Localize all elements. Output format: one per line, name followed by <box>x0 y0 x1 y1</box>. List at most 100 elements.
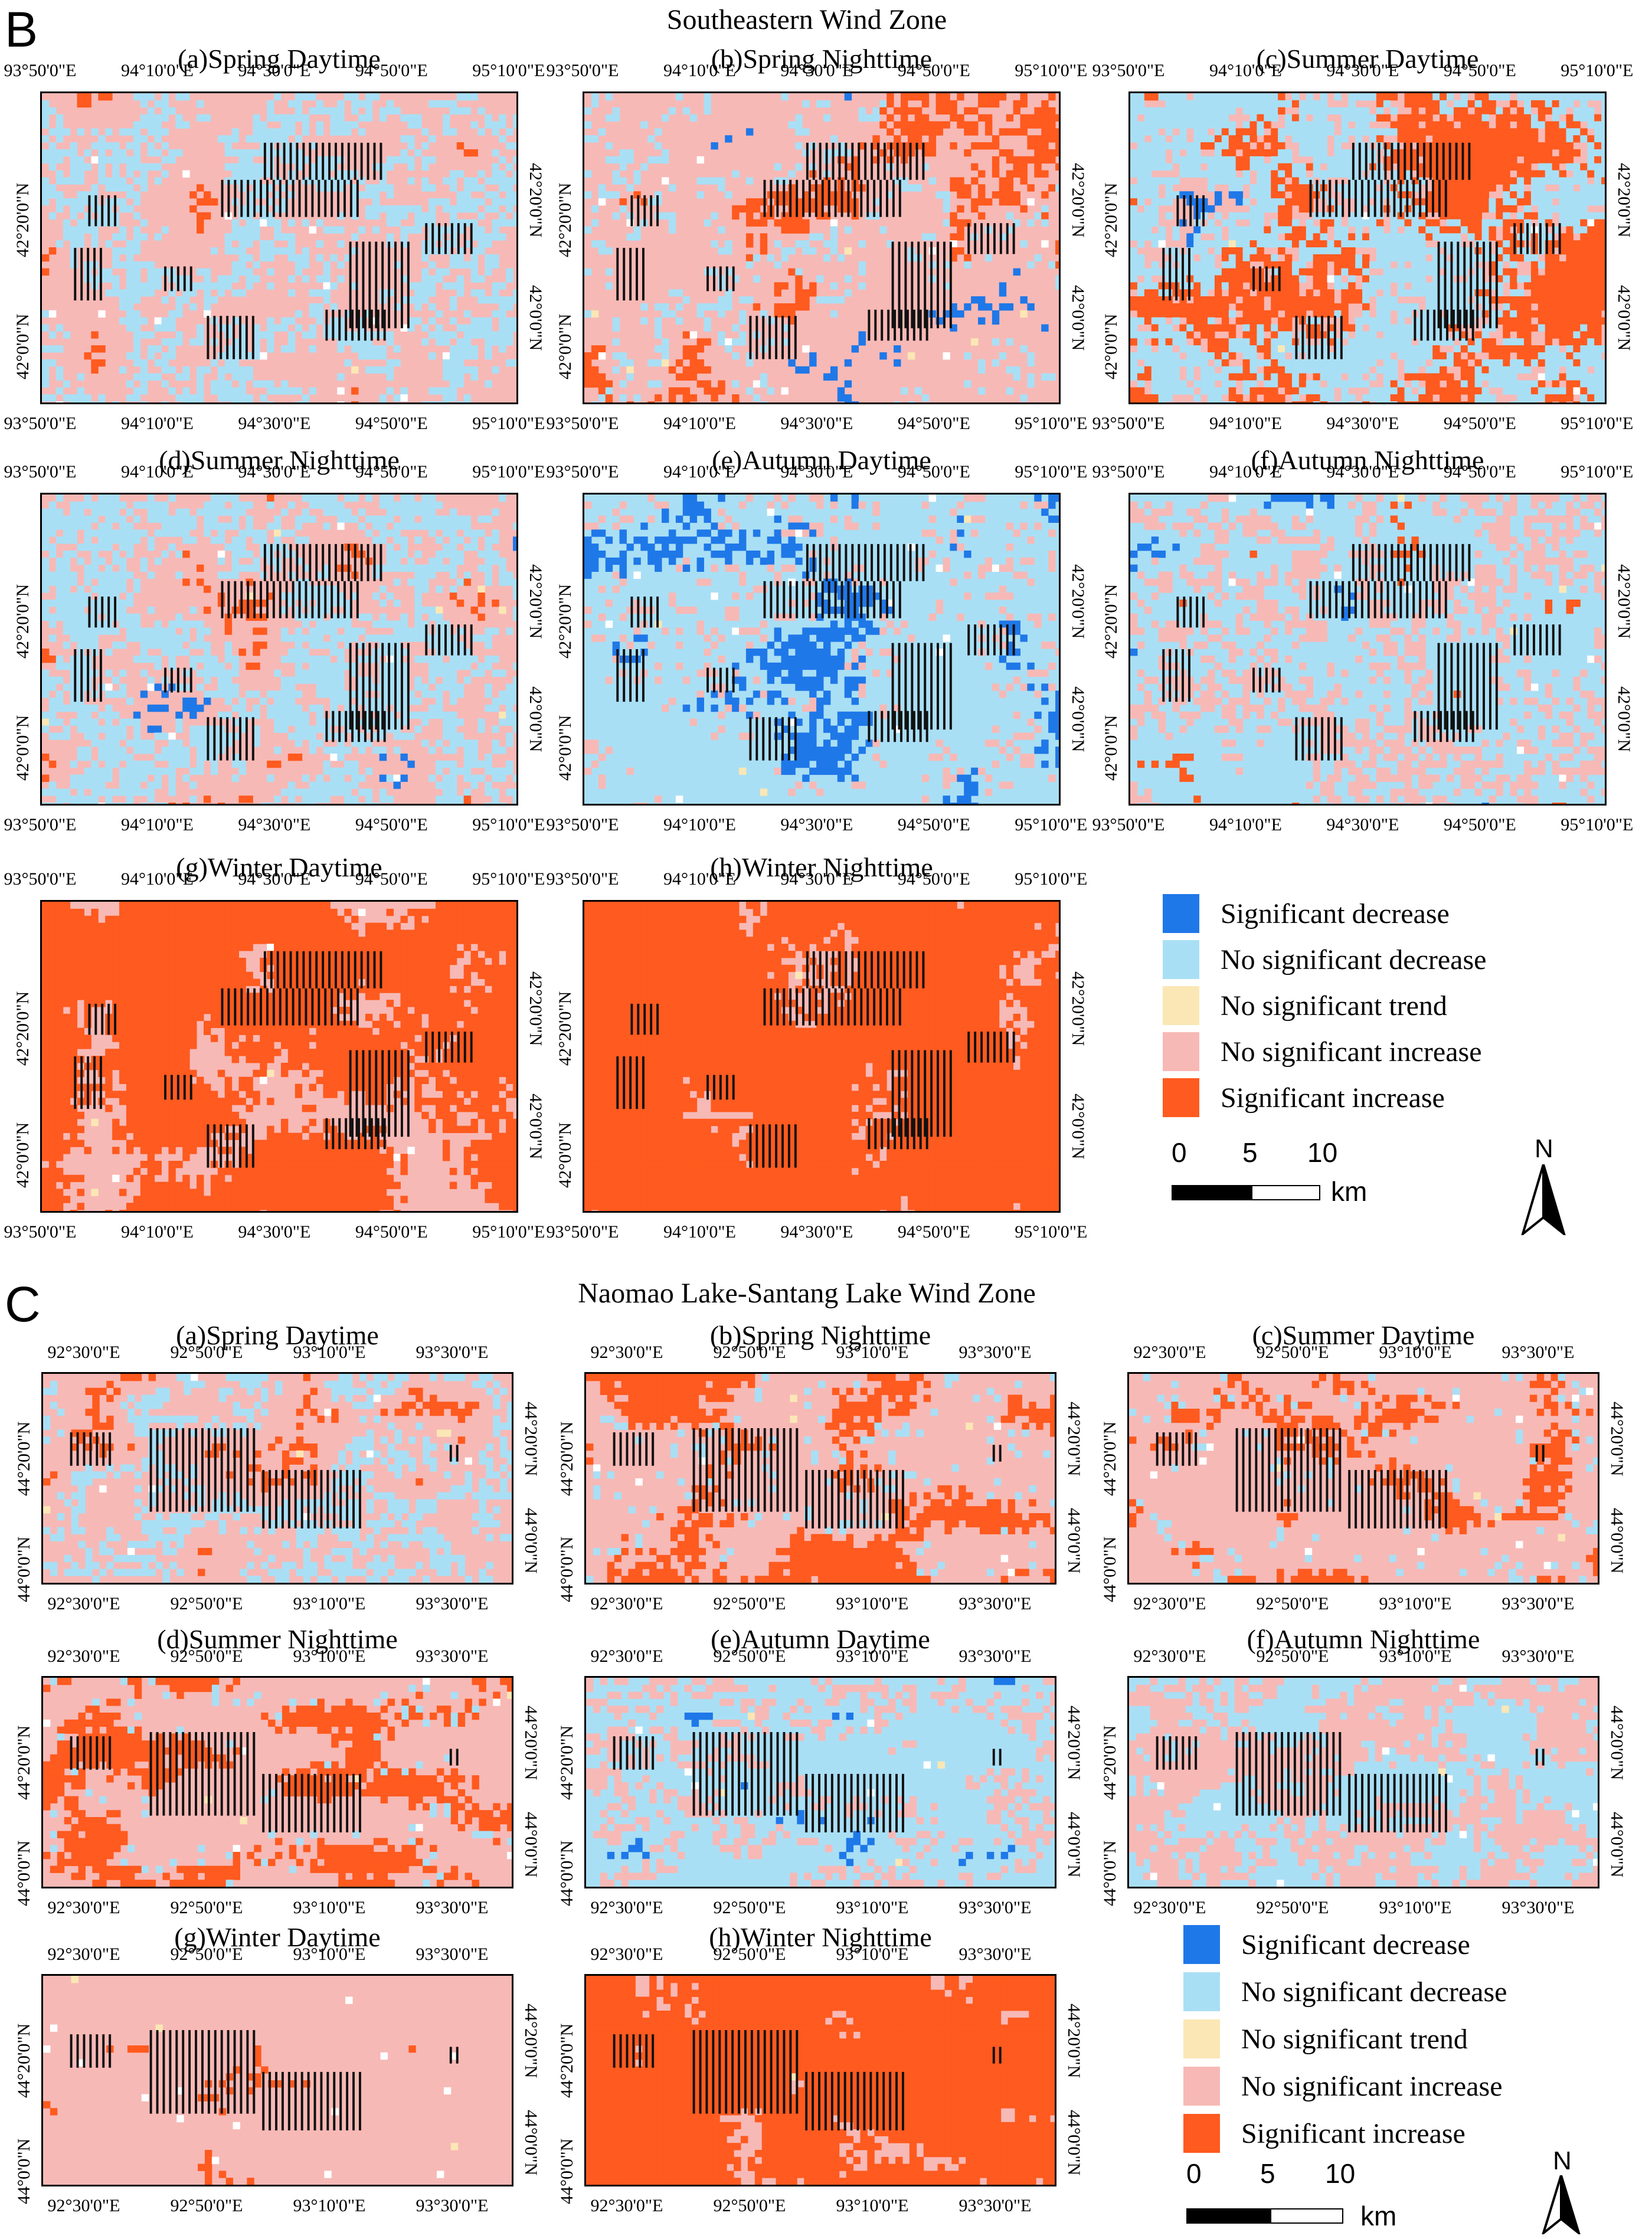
raster-cells <box>1130 495 1605 804</box>
longitude-label-bottom: 94°50'0"E <box>1432 415 1527 433</box>
map-frame <box>1127 1372 1599 1585</box>
longitude-label-bottom: 93°30'0"E <box>1491 1595 1585 1613</box>
panel-title: (f)Autumn Nighttime <box>1190 447 1545 474</box>
longitude-label-bottom: 95°10'0"E <box>462 415 556 433</box>
trend-raster <box>584 902 1059 1211</box>
legend-label: No significant trend <box>1221 990 1447 1022</box>
legend-item-significant-decrease: Significant decrease <box>1163 894 1450 933</box>
panel-title: (h)Winter Nighttime <box>643 1924 997 1951</box>
map-frame <box>583 493 1061 806</box>
longitude-label-bottom: 94°10'0"E <box>652 1223 747 1241</box>
wind-turbine-rows <box>1156 1732 1545 1832</box>
longitude-label-top: 94°50'0"E <box>344 870 439 888</box>
panel-title: (a)Spring Daytime <box>100 1322 454 1349</box>
longitude-label-bottom: 93°30'0"E <box>405 1595 499 1613</box>
legend-swatch <box>1183 1972 1220 2011</box>
longitude-label-top: 94°50'0"E <box>1432 62 1527 80</box>
latitude-label-left: 42°20'0"N <box>1101 584 1121 659</box>
panel-title: (g)Winter Daytime <box>100 1924 454 1951</box>
latitude-label-left: 44°20'0"N <box>14 1421 34 1495</box>
latitude-label-right: 44°20'0"N <box>1607 1706 1627 1780</box>
longitude-label-bottom: 93°10'0"E <box>825 2197 920 2215</box>
latitude-label-left: 44°0'0"N <box>557 1840 577 1906</box>
raster-cells <box>586 1374 1055 1583</box>
latitude-label-right: 42°0'0"N <box>526 686 545 752</box>
legend-label: Significant decrease <box>1241 1929 1470 1961</box>
north-arrow-southeastern: N <box>1517 1136 1576 1236</box>
latitude-label-right: 42°20'0"N <box>526 564 545 639</box>
wind-turbine-rows <box>613 2030 1002 2130</box>
wind-turbine-rows <box>613 1428 1002 1528</box>
legend-label: No significant increase <box>1241 2070 1503 2103</box>
longitude-label-top: 94°50'0"E <box>886 62 981 80</box>
longitude-label-bottom: 95°10'0"E <box>1004 415 1098 433</box>
trend-raster <box>586 1678 1055 1887</box>
longitude-label-top: 94°30'0"E <box>1316 62 1410 80</box>
longitude-label-top: 93°30'0"E <box>948 1946 1042 1963</box>
wind-turbine-rows <box>616 142 1015 359</box>
panel-title: (b)Spring Nighttime <box>643 1322 997 1349</box>
longitude-label-top: 93°10'0"E <box>825 1946 920 1963</box>
panel-title: (a)Spring Daytime <box>102 45 456 73</box>
legend-label: No significant decrease <box>1241 1976 1507 2008</box>
legend-item-no-significant-trend: No significant trend <box>1183 2019 1468 2058</box>
longitude-label-top: 95°10'0"E <box>1550 463 1644 481</box>
wind-turbine-rows <box>613 1732 1002 1832</box>
map-frame <box>41 1974 513 2186</box>
latitude-label-right: 44°20'0"N <box>1064 2004 1084 2078</box>
longitude-label-bottom: 94°30'0"E <box>770 415 864 433</box>
longitude-label-top: 94°10'0"E <box>1198 62 1293 80</box>
longitude-label-top: 93°30'0"E <box>405 1946 499 1963</box>
latitude-label-left: 42°0'0"N <box>1101 314 1121 379</box>
latitude-label-left: 42°20'0"N <box>555 183 575 257</box>
latitude-label-left: 44°0'0"N <box>14 1840 34 1906</box>
trend-raster <box>42 902 516 1211</box>
longitude-label-bottom: 93°10'0"E <box>825 1899 920 1917</box>
longitude-label-bottom: 92°50'0"E <box>1245 1899 1340 1917</box>
north-arrow-icon <box>1521 1164 1566 1235</box>
latitude-label-right: 44°20'0"N <box>521 1402 541 1476</box>
trend-raster <box>584 495 1059 804</box>
longitude-label-bottom: 93°30'0"E <box>948 1899 1042 1917</box>
legend-item-significant-increase: Significant increase <box>1183 2114 1465 2153</box>
longitude-label-bottom: 95°10'0"E <box>462 816 556 834</box>
longitude-label-top: 93°10'0"E <box>825 1344 920 1361</box>
latitude-label-left: 44°0'0"N <box>1100 1840 1120 1906</box>
longitude-label-bottom: 94°50'0"E <box>886 816 981 834</box>
longitude-label-bottom: 92°50'0"E <box>159 1595 254 1613</box>
trend-raster <box>1129 1678 1598 1887</box>
panel-title: (e)Autumn Daytime <box>645 447 999 474</box>
longitude-label-top: 93°10'0"E <box>282 1648 377 1665</box>
latitude-label-right: 42°0'0"N <box>1068 285 1088 351</box>
longitude-label-top: 95°10'0"E <box>1004 870 1098 888</box>
latitude-label-right: 44°0'0"N <box>521 2110 541 2175</box>
trend-raster <box>1130 93 1605 402</box>
wind-turbine-rows <box>1162 142 1561 359</box>
longitude-label-top: 94°30'0"E <box>227 62 322 80</box>
zone-title-naomao-santang: Naomao Lake-Santang Lake Wind Zone <box>512 1279 1102 1308</box>
wind-turbine-rows <box>74 142 473 359</box>
longitude-label-bottom: 92°50'0"E <box>159 2197 254 2215</box>
map-frame <box>1128 91 1607 404</box>
longitude-label-bottom: 95°10'0"E <box>1550 816 1644 834</box>
legend-swatch <box>1183 2067 1220 2106</box>
legend-swatch <box>1183 2019 1220 2058</box>
legend-item-no-significant-decrease: No significant decrease <box>1163 940 1486 979</box>
longitude-label-top: 92°50'0"E <box>159 1648 254 1665</box>
latitude-label-left: 42°20'0"N <box>13 183 32 257</box>
longitude-label-top: 92°50'0"E <box>702 1648 797 1665</box>
latitude-label-right: 44°20'0"N <box>521 2004 541 2078</box>
north-arrow-naomao-santang: N <box>1537 2148 1591 2237</box>
longitude-label-bottom: 93°10'0"E <box>282 2197 377 2215</box>
trend-raster <box>1129 1374 1598 1583</box>
map-frame <box>40 91 518 404</box>
longitude-label-bottom: 93°50'0"E <box>0 415 87 433</box>
longitude-label-bottom: 92°50'0"E <box>1245 1595 1340 1613</box>
longitude-label-top: 94°50'0"E <box>344 463 439 481</box>
panel-title: (b)Spring Nighttime <box>645 45 999 73</box>
latitude-label-left: 44°20'0"N <box>557 2023 577 2097</box>
latitude-label-left: 44°20'0"N <box>557 1725 577 1799</box>
longitude-label-bottom: 94°30'0"E <box>1316 415 1410 433</box>
longitude-label-top: 94°30'0"E <box>770 870 864 888</box>
longitude-label-bottom: 94°10'0"E <box>1198 816 1293 834</box>
